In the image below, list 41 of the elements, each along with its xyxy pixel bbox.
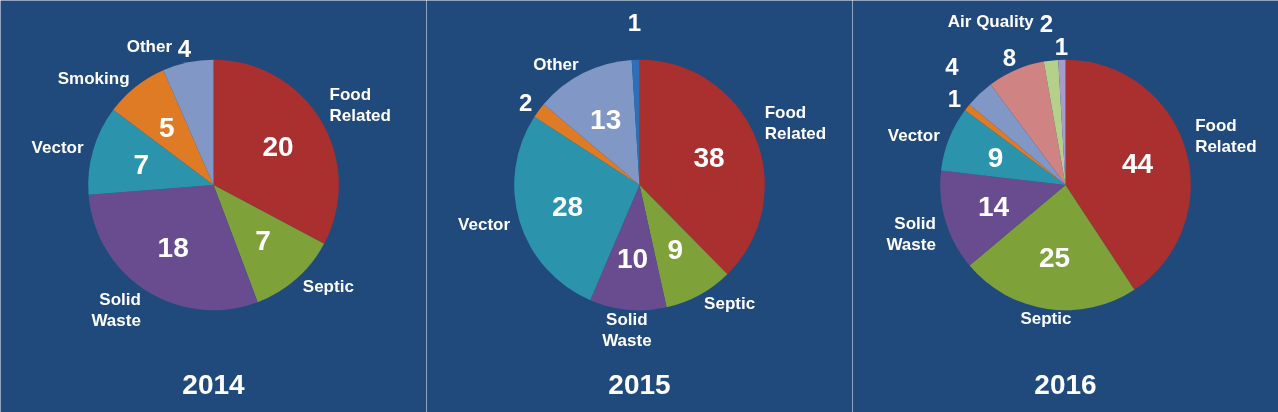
data-label: 8	[1002, 43, 1017, 71]
slice-label: Vector	[31, 137, 84, 157]
data-label: 9	[987, 142, 1004, 174]
slice-label: Septic	[1020, 309, 1072, 329]
slice-label: Solid Waste	[602, 310, 652, 351]
data-label: 25	[1039, 242, 1071, 274]
data-label: 10	[616, 242, 649, 274]
data-label: 20	[262, 131, 294, 163]
text: 2015	[608, 368, 671, 400]
data-label: 18	[157, 231, 189, 263]
data-label: 4	[945, 53, 960, 81]
data-label: 9	[667, 234, 684, 266]
data-label: 1	[627, 9, 642, 37]
slice-label: Septic	[302, 277, 354, 297]
slice-label: Other	[533, 54, 580, 74]
slice-label: Septic	[704, 294, 756, 314]
data-label: 4	[177, 35, 192, 63]
data-label: 2	[1039, 10, 1053, 38]
data-label: 13	[590, 103, 622, 135]
text: 2016	[1034, 368, 1097, 400]
slice-label: Air Quality	[947, 11, 1035, 31]
data-label: 1	[1054, 32, 1069, 60]
slice-label: Other	[126, 36, 173, 56]
data-label: 28	[552, 190, 584, 222]
slice-label: Solid Waste	[91, 289, 141, 330]
data-label: 7	[255, 224, 271, 256]
data-label: 5	[159, 111, 175, 143]
text: 2014	[182, 368, 246, 400]
data-label: 7	[133, 148, 150, 180]
data-label: 38	[693, 141, 725, 173]
slice-label: Smoking	[57, 69, 130, 89]
slice-label: Vector	[458, 214, 511, 234]
data-label: 1	[947, 85, 962, 113]
slice-label: Vector	[887, 125, 941, 145]
slice-label: Food Related	[329, 84, 391, 125]
data-label: 14	[977, 190, 1010, 222]
slice-label: Food Related	[1195, 115, 1257, 156]
data-label: 44	[1121, 148, 1154, 180]
slice-label: Solid Waste	[886, 214, 936, 255]
slice-label: Food Related	[764, 103, 827, 144]
data-label: 2	[519, 88, 533, 116]
